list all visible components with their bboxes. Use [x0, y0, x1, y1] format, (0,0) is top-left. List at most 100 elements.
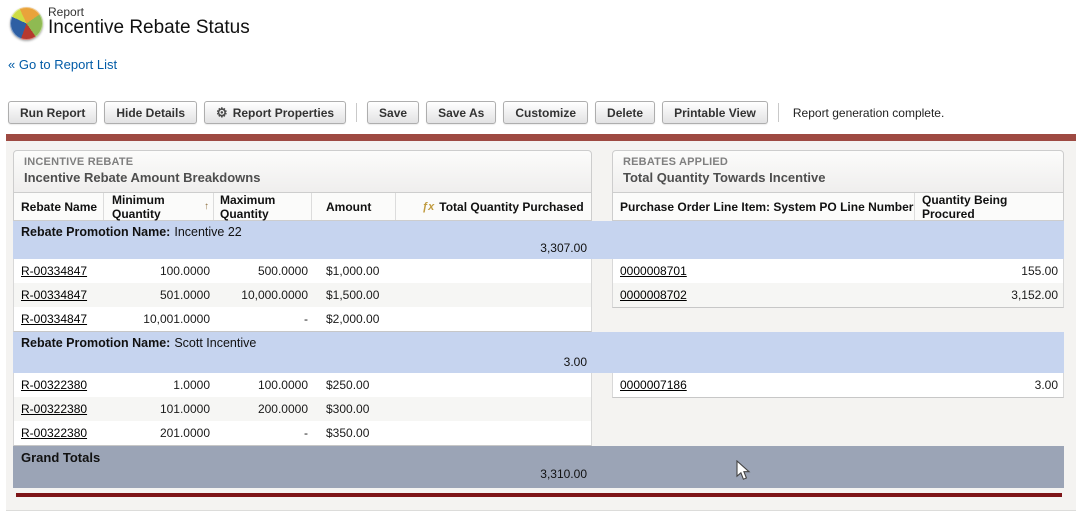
amount-cell: $1,500.00	[326, 288, 380, 302]
column-header-po-line-item[interactable]: Purchase Order Line Item: System PO Line…	[613, 193, 915, 220]
grand-totals-label: Grand Totals	[21, 450, 101, 465]
table-row: 0000008701 155.00	[613, 259, 1063, 283]
printable-view-button[interactable]: Printable View	[662, 101, 768, 124]
amount-cell: $2,000.00	[326, 312, 380, 326]
go-to-report-list-link[interactable]: « Go to Report List	[8, 57, 118, 72]
block-label: REBATES APPLIED	[623, 156, 729, 168]
grand-totals-row: Grand Totals 3,310.00	[13, 446, 592, 488]
group-label: Rebate Promotion Name:	[21, 225, 171, 239]
report-status-text: Report generation complete.	[792, 105, 945, 120]
rebate-link[interactable]: R-00334847	[21, 264, 88, 278]
table-row: R-00322380 101.0000 200.0000 $300.00	[14, 397, 591, 421]
min-qty-cell: 101.0000	[159, 402, 210, 416]
left-table-column-headers: Rebate Name Minimum Quantity ↑ Maximum Q…	[13, 193, 592, 221]
table-row: 0000007186 3.00	[613, 373, 1063, 397]
total-qty-cell	[396, 373, 591, 397]
rebate-link[interactable]: R-00334847	[21, 312, 88, 326]
hide-details-button[interactable]: Hide Details	[104, 101, 198, 124]
group-value: Scott Incentive	[174, 336, 257, 350]
max-qty-cell: 100.0000	[257, 378, 308, 392]
group-2-rows: R-00322380 1.0000 100.0000 $250.00 R-003…	[13, 373, 592, 446]
group-label: Rebate Promotion Name:	[21, 336, 171, 350]
customize-button[interactable]: Customize	[503, 101, 589, 124]
column-header-maximum-quantity[interactable]: Maximum Quantity	[214, 193, 312, 221]
block-label: INCENTIVE REBATE	[24, 156, 134, 168]
block-title: Total Quantity Towards Incentive	[623, 170, 826, 185]
po-line-item-link[interactable]: 0000008701	[620, 264, 687, 278]
report-body: INCENTIVE REBATE Incentive Rebate Amount…	[6, 134, 1076, 511]
column-header-total-quantity-purchased[interactable]: ƒx Total Quantity Purchased	[422, 199, 584, 214]
report-properties-button[interactable]: ⚙ Report Properties	[204, 101, 347, 124]
po-line-item-link[interactable]: 0000007186	[620, 378, 687, 392]
row-gap-spacer	[612, 308, 1064, 332]
table-row: 0000008702 3,152.00	[613, 283, 1063, 307]
grand-totals-value: 3,310.00	[540, 467, 587, 481]
report-properties-label: Report Properties	[232, 105, 335, 120]
toolbar-divider	[356, 103, 358, 122]
toolbar-divider	[777, 103, 779, 122]
table-row: R-00322380 201.0000 - $350.00	[14, 421, 591, 445]
total-qty-cell	[396, 421, 591, 445]
min-qty-cell: 201.0000	[159, 426, 210, 440]
group-summary-value: 3.00	[563, 355, 587, 369]
total-qty-cell	[396, 283, 591, 307]
report-pie-chart-icon	[10, 7, 43, 40]
report-toolbar: Run Report Hide Details ⚙ Report Propert…	[8, 101, 944, 124]
quantity-cell: 155.00	[1021, 264, 1058, 278]
max-qty-cell: 10,000.0000	[241, 288, 308, 302]
run-report-button[interactable]: Run Report	[8, 101, 98, 124]
right-table-column-headers: Purchase Order Line Item: System PO Line…	[612, 193, 1064, 221]
max-qty-cell: 200.0000	[257, 402, 308, 416]
table-row: R-00334847 501.0000 10,000.0000 $1,500.0…	[14, 283, 591, 307]
table-row: R-00334847 10,001.0000 - $2,000.00	[14, 307, 591, 331]
group-band-2	[13, 332, 1064, 373]
max-qty-cell: -	[304, 312, 308, 326]
table-row: R-00334847 100.0000 500.0000 $1,000.00	[14, 259, 591, 283]
block-title: Incentive Rebate Amount Breakdowns	[24, 170, 261, 185]
po-line-item-link[interactable]: 0000008702	[620, 288, 687, 302]
report-top-accent-bar	[6, 134, 1076, 141]
max-qty-cell: 500.0000	[257, 264, 308, 278]
applied-group-2-rows: 0000007186 3.00	[612, 373, 1064, 398]
rebate-link[interactable]: R-00322380	[21, 426, 88, 440]
group-summary-value: 3,307.00	[540, 241, 587, 255]
group-header-scott-incentive: Rebate Promotion Name: Scott Incentive 3.…	[13, 332, 592, 373]
rebate-link[interactable]: R-00322380	[21, 378, 88, 392]
save-as-button[interactable]: Save As	[426, 101, 497, 124]
record-type-label: Report	[48, 5, 85, 19]
total-qty-cell	[396, 307, 591, 331]
mouse-cursor	[736, 459, 752, 487]
report-bottom-rule	[16, 493, 1062, 497]
min-qty-cell: 501.0000	[159, 288, 210, 302]
rebate-link[interactable]: R-00334847	[21, 288, 88, 302]
column-header-minimum-quantity[interactable]: Minimum Quantity ↑	[104, 193, 214, 221]
quantity-cell: 3,152.00	[1011, 288, 1058, 302]
delete-button[interactable]: Delete	[595, 101, 656, 124]
column-header-amount[interactable]: Amount	[312, 193, 396, 220]
min-qty-cell: 10,001.0000	[143, 312, 210, 326]
gear-icon: ⚙	[216, 105, 228, 120]
page-title: Incentive Rebate Status	[48, 17, 250, 38]
group-header-incentive-22: Rebate Promotion Name: Incentive 22 3,307…	[13, 221, 592, 259]
total-qty-cell	[396, 397, 591, 421]
group-band-spacer	[612, 332, 1064, 373]
min-qty-cell: 1.0000	[173, 378, 210, 392]
incentive-rebate-block: INCENTIVE REBATE Incentive Rebate Amount…	[13, 150, 592, 488]
sort-ascending-icon: ↑	[204, 201, 209, 212]
group-band-1	[13, 221, 1064, 259]
min-qty-cell: 100.0000	[159, 264, 210, 278]
applied-group-1-rows: 0000008701 155.00 0000008702 3,152.00	[612, 259, 1064, 308]
column-header-rebate-name[interactable]: Rebate Name	[14, 193, 104, 220]
group-1-rows: R-00334847 100.0000 500.0000 $1,000.00 R…	[13, 259, 592, 332]
group-value: Incentive 22	[174, 225, 242, 239]
total-qty-cell	[396, 259, 591, 283]
incentive-rebate-block-header: INCENTIVE REBATE Incentive Rebate Amount…	[13, 150, 592, 193]
summary-formula-icon: ƒx	[422, 200, 435, 213]
grand-totals-band	[13, 446, 1064, 488]
quantity-cell: 3.00	[1034, 378, 1058, 392]
column-header-quantity-being-procured[interactable]: Quantity Being Procured	[922, 192, 1008, 221]
save-button[interactable]: Save	[367, 101, 420, 124]
rebate-link[interactable]: R-00322380	[21, 402, 88, 416]
amount-cell: $250.00	[326, 378, 370, 392]
